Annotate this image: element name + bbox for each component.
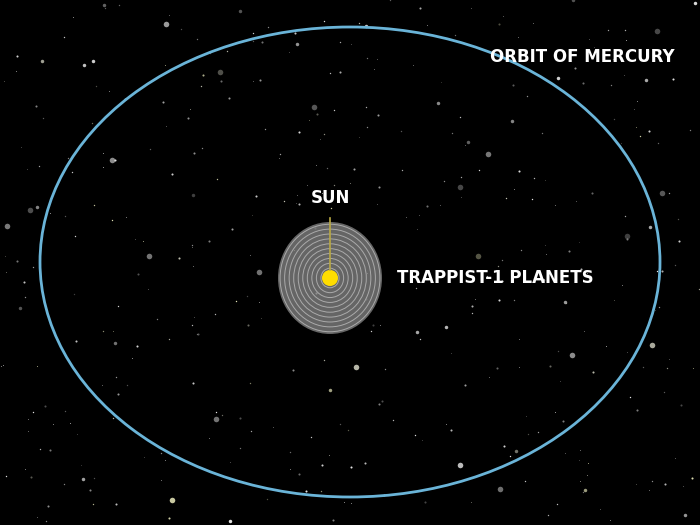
Text: SUN: SUN xyxy=(310,189,350,207)
Circle shape xyxy=(322,270,338,286)
Text: TRAPPIST-1 PLANETS: TRAPPIST-1 PLANETS xyxy=(397,269,594,287)
Ellipse shape xyxy=(278,222,382,334)
Text: ORBIT OF MERCURY: ORBIT OF MERCURY xyxy=(490,48,675,66)
